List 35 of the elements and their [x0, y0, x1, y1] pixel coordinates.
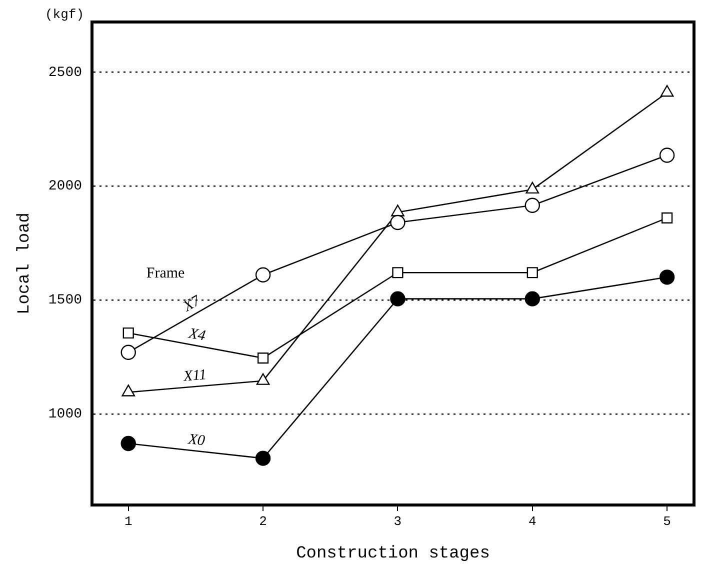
text: X4: [186, 326, 208, 345]
y-axis-title: Local load: [16, 212, 35, 315]
text: X7: [180, 292, 204, 316]
point: [390, 214, 406, 230]
point: [659, 148, 675, 163]
point: [120, 344, 136, 360]
point: [524, 291, 540, 306]
y-tick-label: 1500: [48, 292, 82, 309]
point: [524, 198, 540, 214]
annotation: Frame: [146, 266, 186, 282]
point: [120, 436, 136, 452]
x-tick-label: 1: [124, 514, 132, 530]
point: [257, 352, 269, 364]
point: [390, 291, 406, 306]
series-label: X11: [182, 367, 208, 386]
point: [526, 267, 538, 278]
x-tick-label: 4: [528, 514, 536, 530]
point: [662, 212, 673, 224]
text: (kgf): [44, 6, 84, 22]
y-tick-label: 1000: [48, 406, 82, 423]
point: [526, 182, 540, 194]
y-tick-label: 2000: [48, 178, 82, 195]
point: [255, 267, 271, 282]
text: X0: [186, 431, 206, 450]
point: [659, 270, 675, 285]
y-tick-label: 2500: [48, 64, 82, 81]
point: [391, 204, 404, 216]
x-tick-label: 3: [394, 514, 402, 530]
point: [122, 327, 134, 339]
point: [660, 85, 674, 97]
x-axis-title: Construction stages: [296, 544, 490, 564]
point: [392, 267, 404, 278]
x-tick-label: 5: [663, 514, 671, 530]
point: [255, 450, 271, 466]
x-tick-label: 2: [259, 514, 267, 530]
